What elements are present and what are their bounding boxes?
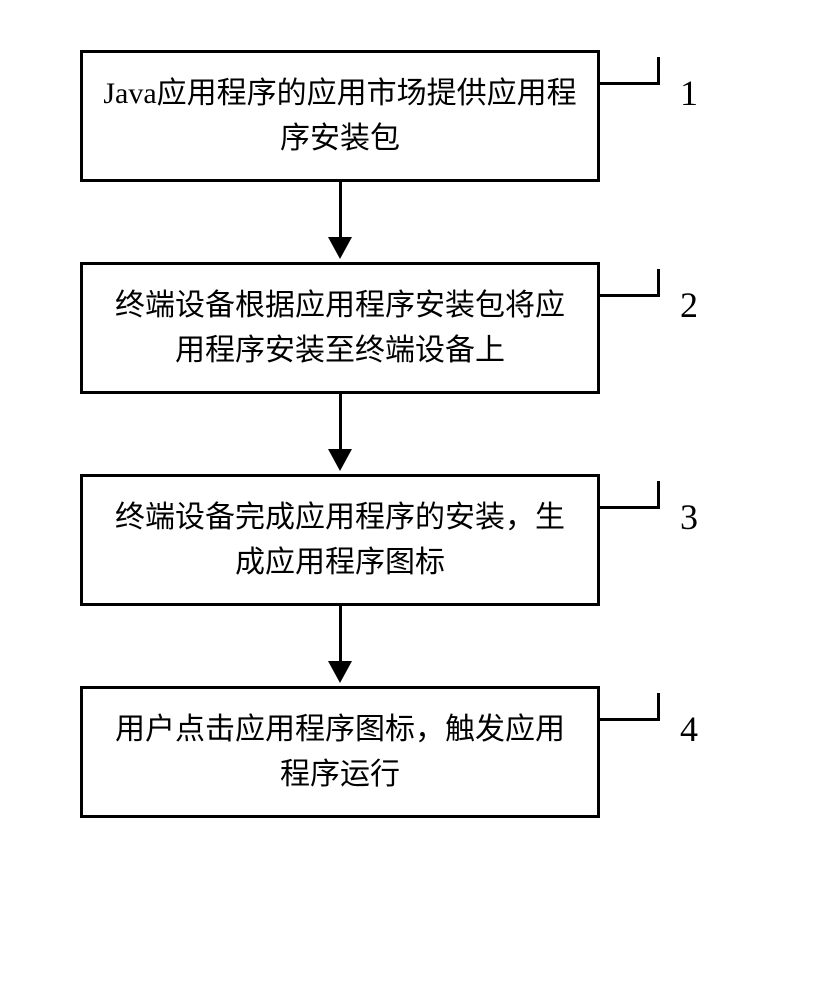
arrow-3-4-head (328, 661, 352, 683)
step-3-box: 终端设备完成应用程序的安装，生成应用程序图标 (80, 474, 600, 606)
step-3-text: 终端设备完成应用程序的安装，生成应用程序图标 (103, 495, 577, 585)
step-3-container: 终端设备完成应用程序的安装，生成应用程序图标 3 (80, 474, 740, 606)
step-1-text: Java应用程序的应用市场提供应用程序安装包 (103, 71, 577, 161)
step-4-box: 用户点击应用程序图标，触发应用程序运行 (80, 686, 600, 818)
step-1-connector-hook (657, 57, 660, 85)
arrow-1-2 (80, 182, 600, 262)
step-2-container: 终端设备根据应用程序安装包将应用程序安装至终端设备上 2 (80, 262, 740, 394)
step-1-connector-line (600, 82, 660, 85)
step-3-connector-line (600, 506, 660, 509)
step-4-text: 用户点击应用程序图标，触发应用程序运行 (103, 707, 577, 797)
arrow-3-4 (80, 606, 600, 686)
step-1-box: Java应用程序的应用市场提供应用程序安装包 (80, 50, 600, 182)
step-4-container: 用户点击应用程序图标，触发应用程序运行 4 (80, 686, 740, 818)
arrow-1-2-head (328, 237, 352, 259)
step-2-connector-hook (657, 269, 660, 297)
step-4-connector-line (600, 718, 660, 721)
arrow-2-3-line (339, 394, 342, 454)
step-4-number: 4 (680, 708, 698, 750)
step-4-connector-hook (657, 693, 660, 721)
step-2-connector-line (600, 294, 660, 297)
step-3-connector-hook (657, 481, 660, 509)
step-2-text: 终端设备根据应用程序安装包将应用程序安装至终端设备上 (103, 283, 577, 373)
arrow-2-3 (80, 394, 600, 474)
step-2-box: 终端设备根据应用程序安装包将应用程序安装至终端设备上 (80, 262, 600, 394)
step-3-number: 3 (680, 496, 698, 538)
arrow-3-4-line (339, 606, 342, 666)
step-1-container: Java应用程序的应用市场提供应用程序安装包 1 (80, 50, 740, 182)
flowchart-container: Java应用程序的应用市场提供应用程序安装包 1 终端设备根据应用程序安装包将应… (80, 50, 740, 818)
step-2-number: 2 (680, 284, 698, 326)
arrow-1-2-line (339, 182, 342, 242)
step-1-number: 1 (680, 72, 698, 114)
arrow-2-3-head (328, 449, 352, 471)
